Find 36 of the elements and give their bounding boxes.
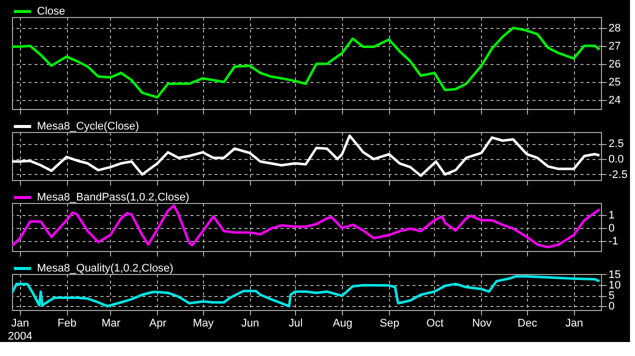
x-tick-label: Apr xyxy=(149,318,167,330)
y-tick-label: 1 xyxy=(608,210,615,222)
legend-label: Mesa8_BandPass(1,0.2,Close) xyxy=(37,192,190,204)
y-tick-label: 24 xyxy=(608,94,621,106)
x-tick-label: Jan 2004 xyxy=(8,318,32,342)
line-series xyxy=(12,134,601,177)
legend-label: Close xyxy=(37,6,66,18)
y-tick-label: 2.5 xyxy=(608,138,624,150)
x-tick-label: Nov xyxy=(472,318,492,330)
y-tick-label: 10 xyxy=(608,280,621,292)
y-tick-label: 5 xyxy=(608,290,615,302)
x-tick-label: Oct xyxy=(426,318,444,330)
legend-label: Mesa8_Cycle(Close) xyxy=(37,120,140,132)
x-tick-label: Aug xyxy=(332,318,352,330)
legend-label: Mesa8_Quality(1,0.2,Close) xyxy=(37,262,174,274)
y-tick-label: 0 xyxy=(608,300,615,313)
x-tick-label: Mar xyxy=(101,318,121,330)
line-series xyxy=(12,204,601,248)
y-tick-label: 27 xyxy=(608,40,621,52)
x-tick-label: Sep xyxy=(380,318,400,330)
line-series xyxy=(12,275,601,308)
y-tick-label: 15 xyxy=(608,268,621,281)
x-tick-label: Jan xyxy=(565,318,584,330)
x-tick-label: Dec xyxy=(518,318,538,330)
y-tick-label: 0.0 xyxy=(608,154,624,166)
y-tick-label: -1 xyxy=(608,235,618,248)
y-tick-label: 28 xyxy=(608,22,621,34)
y-tick-label: 0 xyxy=(608,222,615,234)
y-tick-label: 25 xyxy=(608,76,621,88)
x-tick-label: May xyxy=(192,318,214,330)
line-series xyxy=(12,26,601,99)
y-tick-label: 26 xyxy=(608,58,621,70)
x-tick-label: Jun xyxy=(241,318,260,330)
y-tick-label: -2.5 xyxy=(608,168,628,181)
x-tick-label: Feb xyxy=(58,318,76,330)
x-tick-label: Jul xyxy=(288,318,303,330)
